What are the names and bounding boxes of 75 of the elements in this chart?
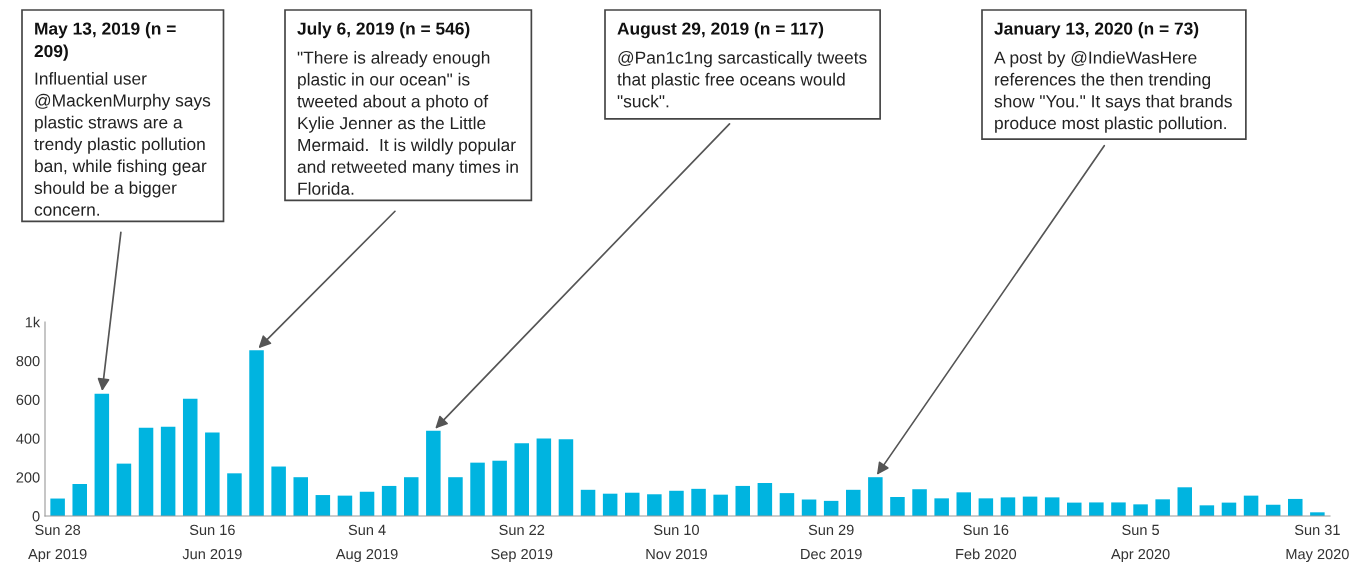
bar	[160, 426, 176, 516]
bar	[470, 462, 485, 516]
annotation: A post by @IndieWasHere references the then trending show "You." It says that brands produce most plastic pollution.	[994, 51, 1232, 133]
bar	[934, 498, 949, 516]
bar	[757, 483, 773, 516]
text: May 13, 2019 (n = 209)	[34, 22, 176, 61]
bar	[1067, 502, 1082, 516]
bar	[1243, 495, 1259, 516]
bar	[912, 489, 927, 516]
x-tick-label: Sun 16 Feb 2020	[956, 524, 1017, 560]
x-tick-label: Sun 5 Apr 2020	[1111, 524, 1170, 563]
y-tick-label: 1k	[25, 316, 41, 328]
y-tick-label: 400	[16, 433, 40, 444]
bar	[271, 466, 286, 516]
x-tick-label: Sun 10 Nov 2019	[646, 524, 707, 560]
bar	[426, 430, 441, 516]
x-tick-label: Sun 16 Jun 2019	[182, 524, 242, 560]
x-tick-label: Sun 29 Dec 2019	[801, 524, 862, 560]
bar	[602, 493, 618, 516]
text: January 13, 2020 (n = 73)	[994, 22, 1199, 39]
bar	[205, 432, 220, 516]
bar	[1044, 497, 1060, 516]
bar	[1155, 499, 1170, 516]
bar	[890, 496, 905, 516]
bar	[580, 489, 596, 516]
text: July 6, 2019 (n = 546)	[297, 22, 470, 39]
bar	[1111, 502, 1126, 516]
bar	[669, 490, 684, 516]
bar	[956, 492, 972, 516]
bar	[337, 495, 353, 516]
bar	[315, 495, 331, 516]
x-tick-label: Sun 31 May 2020	[1286, 524, 1349, 563]
bar	[1000, 497, 1016, 516]
bar	[713, 494, 728, 516]
bar	[691, 488, 706, 516]
bar	[492, 460, 507, 516]
annotation: "There is already enough plastic in our ocean" is tweeted about a photo of Kylie Jenner as the Little Mermaid. It is wildly popular and retweeted many times in Florida.	[297, 51, 518, 195]
y-tick-label: 200	[16, 472, 40, 483]
bar	[735, 485, 751, 516]
x-tick-label: Sun 4 Aug 2019	[335, 524, 398, 563]
annotation: @Pan1c1ng sarcastically tweets that plastic free oceans would "suck".	[617, 51, 867, 108]
bar	[138, 427, 154, 516]
bar	[1133, 504, 1148, 516]
bar	[1177, 487, 1193, 516]
bar	[1288, 498, 1303, 516]
x-tick-label: Sun 22 Sep 2019	[491, 524, 553, 563]
x-tick-label: Sun 28 Apr 2019	[28, 524, 87, 563]
y-tick-label: 600	[16, 394, 40, 406]
bar	[359, 491, 375, 516]
y-tick-label: 0	[32, 511, 40, 522]
bar	[381, 485, 397, 516]
annotation: Influential user @MackenMurphy says plastic straws are a trendy plastic pollution ban, while fishing gear should be a bigger concern.	[34, 72, 211, 216]
bar	[978, 498, 994, 516]
bar	[182, 398, 198, 516]
bar	[558, 439, 574, 516]
bar	[845, 489, 861, 516]
bar	[72, 483, 87, 516]
bar	[50, 498, 65, 516]
bar	[868, 477, 883, 516]
bar	[116, 463, 132, 516]
bar	[536, 438, 552, 516]
bar	[227, 473, 242, 516]
y-tick-label: 800	[16, 355, 40, 367]
bar	[403, 477, 419, 516]
bar	[779, 493, 795, 516]
bar	[1199, 505, 1215, 516]
text: August 29, 2019 (n = 117)	[617, 22, 824, 39]
bar	[624, 492, 640, 516]
bar	[647, 494, 662, 516]
bar	[94, 393, 110, 516]
bar	[293, 477, 308, 516]
bar	[448, 477, 463, 516]
bar	[249, 350, 264, 516]
bar	[1089, 502, 1104, 516]
bar	[514, 443, 530, 516]
